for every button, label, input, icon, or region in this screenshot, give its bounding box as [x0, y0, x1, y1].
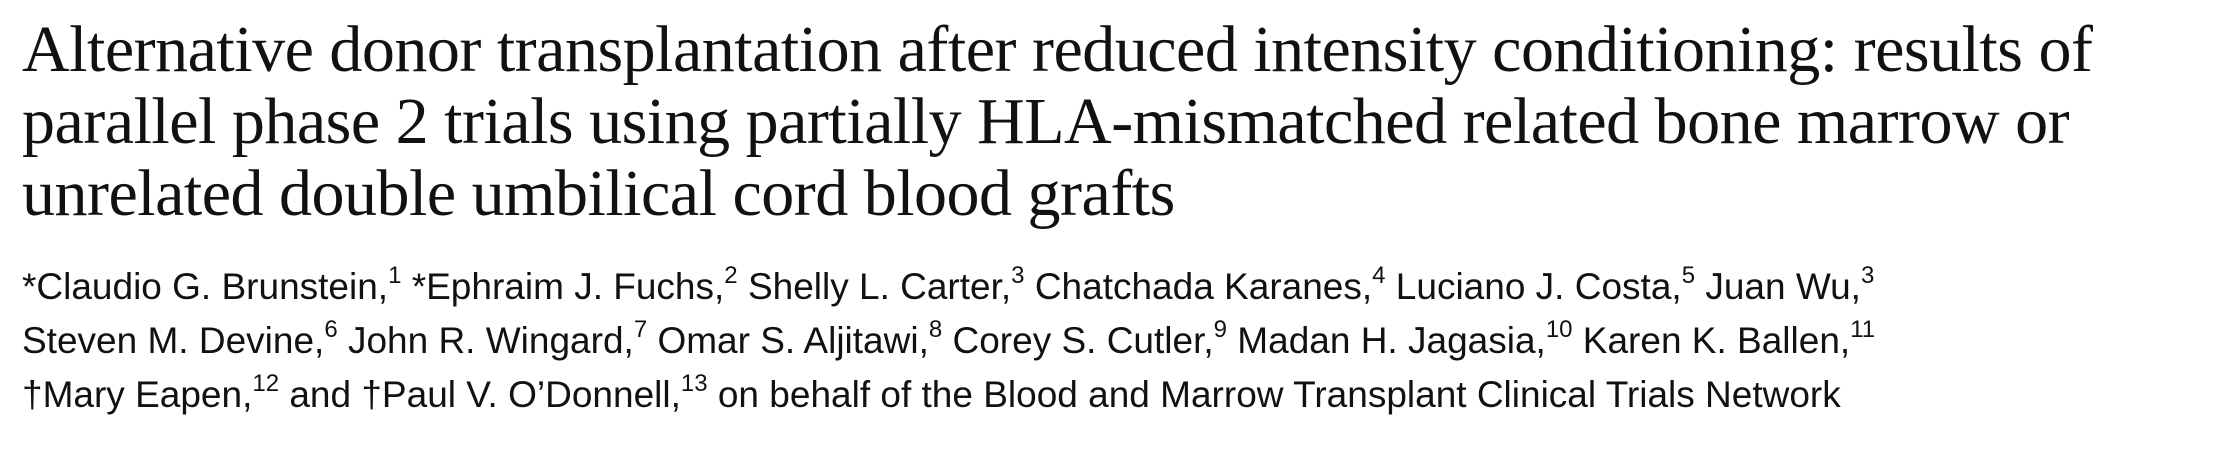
affiliation-marker: 7: [633, 315, 648, 343]
affiliation-marker: 11: [1850, 315, 1876, 343]
affiliation-marker: 2: [724, 261, 738, 289]
author: Steven M. Devine,6: [22, 315, 338, 361]
author: Karen K. Ballen,11: [1582, 315, 1876, 361]
author-line-3: †Mary Eapen,12 and †Paul V. O’Donnell,13…: [22, 368, 2222, 422]
author-line-2: Steven M. Devine,6 John R. Wingard,7 Oma…: [22, 314, 2222, 368]
affiliation-marker: 13: [680, 369, 708, 397]
affiliation-marker: 3: [1011, 261, 1025, 289]
affiliation-marker: 4: [1372, 261, 1386, 289]
author: Madan H. Jagasia,10: [1237, 315, 1573, 361]
affiliation-marker: 6: [324, 315, 338, 343]
collaboration-statement: on behalf of the Blood and Marrow Transp…: [717, 374, 1841, 415]
affiliation-marker: 12: [252, 369, 280, 397]
author: Corey S. Cutler,9: [952, 315, 1228, 361]
author: Shelly L. Carter,3: [747, 261, 1025, 307]
affiliation-marker: 10: [1545, 315, 1573, 343]
author: Omar S. Aljitawi,8: [657, 315, 943, 361]
author: and †Paul V. O’Donnell,13: [289, 369, 708, 415]
affiliation-marker: 8: [928, 315, 943, 343]
author: Chatchada Karanes,4: [1034, 261, 1386, 307]
affiliation-marker: 1: [388, 261, 402, 289]
title-line-3: unrelated double umbilical cord blood gr…: [22, 157, 1175, 230]
author: Luciano J. Costa,5: [1395, 261, 1696, 307]
author: †Mary Eapen,12: [22, 369, 280, 415]
affiliation-marker: 9: [1213, 315, 1228, 343]
article-header: Alternative donor transplantation after …: [22, 14, 2222, 422]
author: *Claudio G. Brunstein,1: [22, 261, 402, 307]
author: John R. Wingard,7: [347, 315, 648, 361]
author: *Ephraim J. Fuchs,2: [411, 261, 738, 307]
affiliation-marker: 3: [1860, 261, 1875, 289]
author: Juan Wu,3: [1705, 261, 1875, 307]
title-line-1: Alternative donor transplantation after …: [22, 13, 2093, 86]
article-title: Alternative donor transplantation after …: [22, 14, 2222, 230]
title-line-2: parallel phase 2 trials using partially …: [22, 85, 2070, 158]
affiliation-marker: 5: [1681, 261, 1696, 289]
author-line-1: *Claudio G. Brunstein,1 *Ephraim J. Fuch…: [22, 260, 2222, 314]
author-list: *Claudio G. Brunstein,1 *Ephraim J. Fuch…: [22, 260, 2222, 422]
